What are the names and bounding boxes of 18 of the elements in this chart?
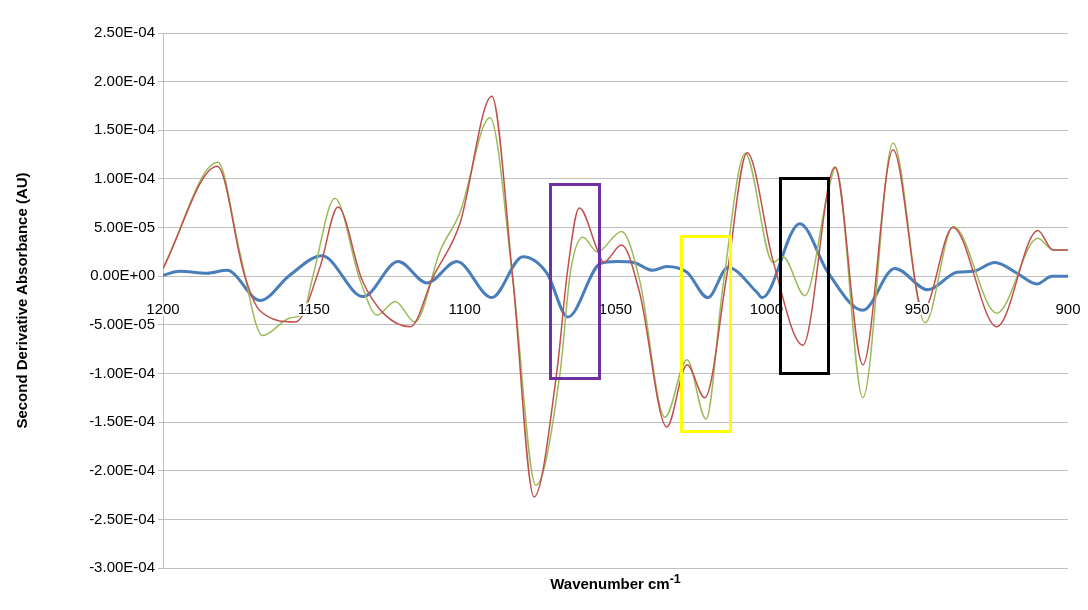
x-tick-label: 900 bbox=[1055, 299, 1081, 317]
y-tick-label: 2.00E-04 bbox=[94, 71, 155, 89]
y-tick-label: 5.00E-05 bbox=[94, 217, 155, 235]
y-tick-label: 1.50E-04 bbox=[94, 120, 155, 138]
y-tick-label: -1.00E-04 bbox=[89, 363, 155, 381]
x-tick-label: 1050 bbox=[598, 299, 633, 317]
x-axis-title: Wavenumber cm$^{-1}$ bbox=[549, 572, 682, 592]
y-tick-label: 1.00E-04 bbox=[94, 169, 155, 187]
y-tick-label: -2.50E-04 bbox=[89, 509, 155, 527]
x-tick-label: 1200 bbox=[146, 299, 180, 317]
y-tick-label: -5.00E-05 bbox=[89, 314, 155, 332]
y-tick-label: 2.50E-04 bbox=[94, 23, 155, 41]
y-axis-title: Second Derivative Absorbance (AU) bbox=[13, 172, 31, 429]
y-tick-label: -3.00E-04 bbox=[89, 558, 155, 576]
y-tick-label: -1.50E-04 bbox=[89, 412, 155, 430]
y-tick-label: -2.00E-04 bbox=[89, 460, 155, 478]
y-tick-label: 0.00E+00 bbox=[90, 266, 155, 284]
x-tick-label: 1100 bbox=[448, 299, 481, 317]
